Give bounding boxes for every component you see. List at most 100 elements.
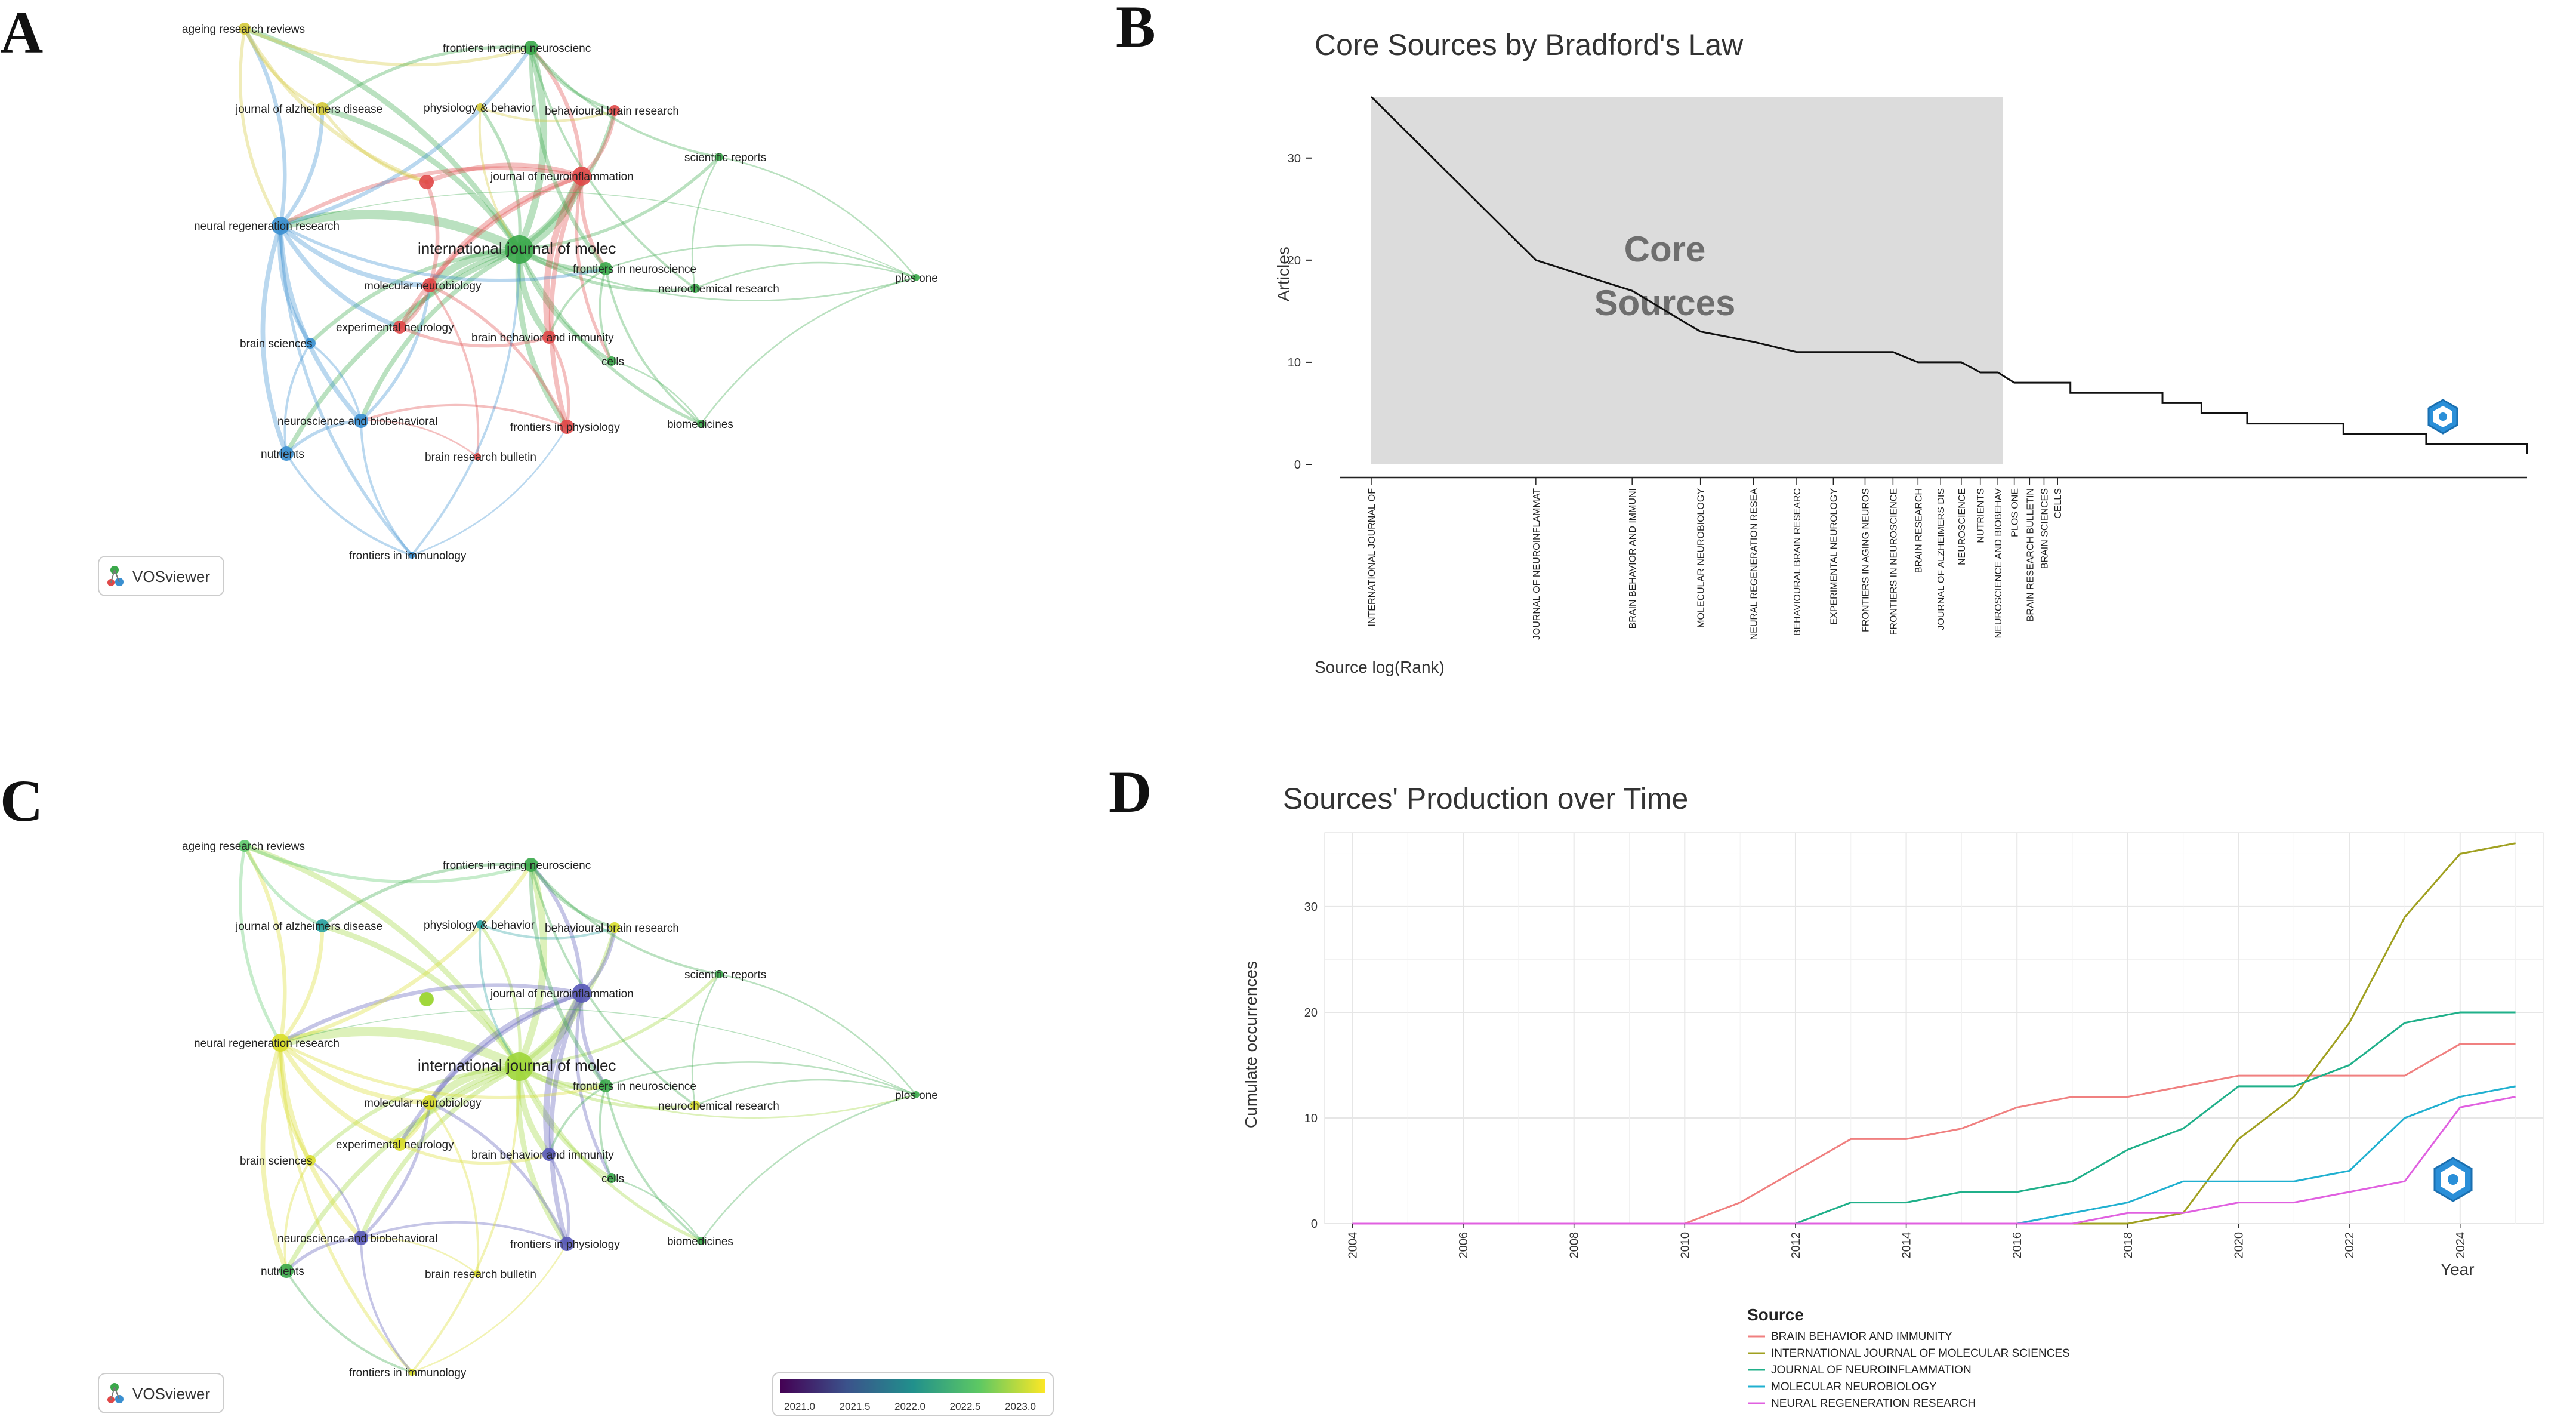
network-node-jad[interactable] — [316, 102, 329, 115]
network-link — [320, 863, 533, 928]
network-node-jad[interactable] — [316, 919, 329, 932]
network-node-ijms[interactable] — [505, 1052, 533, 1081]
vosviewer-logo-icon — [107, 1383, 124, 1403]
network-node-extra[interactable] — [420, 993, 433, 1006]
network-node-extraA[interactable] — [419, 175, 434, 189]
network-node-nutr[interactable] — [279, 446, 294, 461]
network-node-nutr[interactable] — [279, 1264, 294, 1278]
panel-label-d: D — [1109, 759, 1152, 825]
network-link — [427, 173, 585, 288]
network-node-fin[interactable] — [599, 262, 612, 275]
network-node-nrr[interactable] — [272, 217, 289, 235]
x-tick-label: 2014 — [1901, 1232, 1914, 1259]
network-c-labels: ageing research reviews frontiers in agin… — [182, 840, 938, 1379]
network-node-plos[interactable] — [912, 1091, 920, 1098]
network-link — [530, 864, 720, 975]
x-tick-label: 2012 — [1790, 1232, 1803, 1259]
node-label-bbi: brain behavior and immunity — [471, 1149, 614, 1162]
node-label-sci: scientific reports — [684, 969, 766, 981]
network-c-nodes — [239, 840, 920, 1376]
network-node-nbr[interactable] — [354, 414, 368, 428]
network-node-fip[interactable] — [560, 1237, 574, 1251]
node-label-fip: frontiers in physiology — [510, 421, 620, 434]
network-node-bbr[interactable] — [609, 922, 620, 933]
network-node-phys[interactable] — [476, 920, 485, 929]
node-label-fii: frontiers in immunology — [349, 550, 467, 562]
network-node-nrr[interactable] — [272, 1034, 289, 1052]
network-link — [610, 1177, 702, 1242]
x-tick-label: INTERNATIONAL JOURNAL OF — [1367, 488, 1377, 627]
network-node-biomed[interactable] — [697, 420, 705, 428]
network-node-sci[interactable] — [715, 153, 723, 161]
network-link — [283, 1159, 311, 1272]
network-link — [320, 107, 428, 184]
vosviewer-badge-a[interactable]: VOSviewer — [98, 556, 224, 596]
network-node-fii[interactable] — [408, 552, 415, 559]
network-node-phys[interactable] — [476, 103, 485, 112]
chart-d-ylabel: Cumulate occurrences — [1242, 961, 1260, 1128]
network-node-sci[interactable] — [715, 970, 723, 978]
legend-item-label: NEURAL REGENERATION RESEARCH — [1771, 1397, 1976, 1410]
network-node-bbi[interactable] — [542, 1148, 556, 1161]
network-node-fan[interactable] — [524, 41, 538, 55]
network-node-fan[interactable] — [524, 858, 538, 872]
network-node-ageing[interactable] — [239, 23, 251, 35]
network-node-bbi[interactable] — [542, 331, 556, 344]
node-label-neuchem: neurochemical research — [658, 1100, 779, 1113]
year-colorbar: 2021.0 2021.5 2022.0 2022.5 2023.0 — [772, 1372, 1054, 1416]
node-label-ageing: ageing research reviews — [182, 840, 305, 853]
network-link — [360, 1237, 479, 1275]
network-link — [700, 1094, 917, 1242]
network-node-biomed[interactable] — [697, 1237, 705, 1245]
bibliometrix-logo-icon — [2433, 1157, 2473, 1202]
x-tick-label: NUTRIENTS — [1976, 488, 1986, 543]
vosviewer-logo-icon — [107, 566, 124, 586]
network-node-cells[interactable] — [607, 1173, 616, 1183]
network-link — [278, 45, 533, 228]
network-node-nbr[interactable] — [354, 1231, 368, 1245]
network-node-bsci[interactable] — [305, 1155, 316, 1166]
network-node-fin[interactable] — [599, 1079, 612, 1092]
network-node-plos[interactable] — [912, 274, 920, 281]
network-node-bsci[interactable] — [305, 338, 316, 349]
network-link — [308, 247, 522, 346]
network-node-mol[interactable] — [422, 1095, 437, 1110]
x-tick-label: NEUROSCIENCE — [1957, 488, 1967, 565]
y-tick-label: 20 — [1304, 1006, 1318, 1019]
network-link — [360, 1221, 568, 1245]
network-node-brb[interactable] — [474, 1270, 481, 1277]
node-label-mol: molecular neurobiology — [364, 280, 482, 292]
node-label-phys: physiology & behavior — [424, 919, 535, 932]
network-node-exp[interactable] — [393, 321, 406, 334]
vosviewer-badge-c[interactable]: VOSviewer — [98, 1373, 224, 1413]
network-link — [397, 991, 584, 1147]
network-link — [397, 1064, 522, 1147]
network-node-jni[interactable] — [572, 167, 591, 186]
network-node-fii[interactable] — [408, 1369, 415, 1376]
network-node-neuchem[interactable] — [690, 1101, 700, 1110]
network-link — [517, 155, 721, 251]
network-node-exp[interactable] — [393, 1138, 406, 1151]
network-node-neuchem[interactable] — [690, 284, 700, 293]
network-node-jni[interactable] — [572, 984, 591, 1003]
x-tick-label: 2016 — [2011, 1232, 2024, 1259]
network-node-cells[interactable] — [607, 356, 616, 366]
network-link — [424, 180, 440, 288]
network-link — [360, 420, 413, 556]
network-node-bbr[interactable] — [609, 105, 620, 116]
chart-b-ylabel: Articles — [1274, 247, 1292, 301]
network-link — [516, 861, 548, 1070]
network-node-ageing[interactable] — [239, 840, 251, 852]
network-link — [411, 1243, 568, 1373]
network-link — [515, 1064, 570, 1247]
network-node-mol[interactable] — [422, 278, 437, 292]
network-link — [360, 1237, 413, 1373]
node-label-neuchem: neurochemical research — [658, 283, 779, 295]
x-tick-label: 2024 — [2454, 1232, 2467, 1259]
network-node-ijms[interactable] — [505, 235, 533, 264]
node-label-phys: physiology & behavior — [424, 102, 535, 115]
network-link — [319, 106, 522, 252]
x-tick-label: 2004 — [1346, 1232, 1359, 1259]
network-node-brb[interactable] — [474, 453, 481, 460]
network-node-fip[interactable] — [560, 420, 574, 434]
